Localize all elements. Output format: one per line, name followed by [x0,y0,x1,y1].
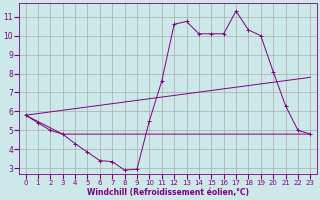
X-axis label: Windchill (Refroidissement éolien,°C): Windchill (Refroidissement éolien,°C) [87,188,249,197]
